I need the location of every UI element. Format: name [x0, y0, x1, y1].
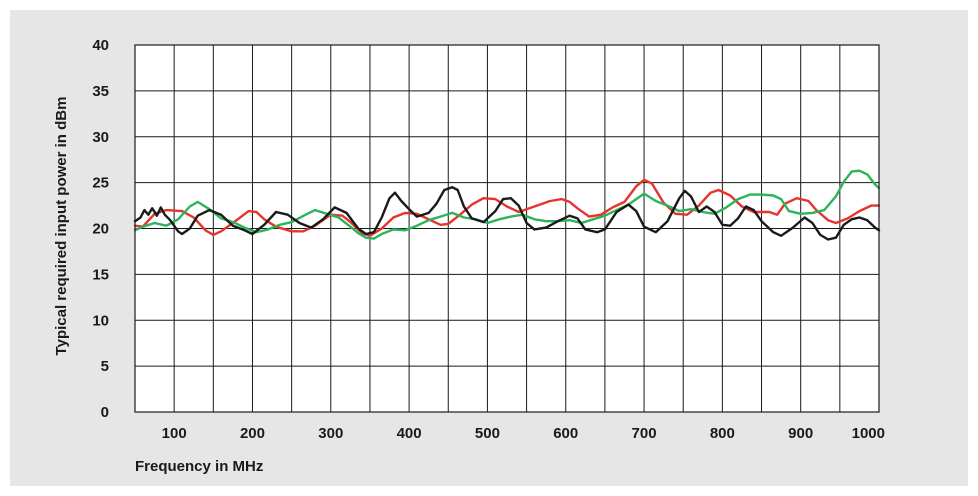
x-tick-label: 300	[318, 425, 343, 442]
y-tick-label: 0	[101, 404, 109, 421]
series-line-black	[133, 186, 881, 241]
y-tick-label: 40	[92, 37, 109, 54]
y-tick-label: 20	[92, 221, 109, 238]
y-tick-label: 5	[101, 358, 109, 375]
plot-frame	[134, 44, 880, 413]
x-tick-label: 600	[553, 425, 578, 442]
x-tick-label: 800	[710, 425, 735, 442]
y-tick-label: 10	[92, 312, 109, 329]
x-tick-label: 100	[162, 425, 187, 442]
x-tick-label: 400	[397, 425, 422, 442]
x-tick-labels: 100 200 300 400 500 600 700 800 900 1000	[162, 425, 885, 442]
x-tick-label: 1000	[852, 425, 885, 442]
y-tick-label: 15	[92, 266, 109, 283]
x-axis-title: Frequency in MHz	[135, 458, 263, 475]
x-tick-label: 900	[788, 425, 813, 442]
x-tick-label: 500	[475, 425, 500, 442]
series-line-red	[133, 178, 881, 237]
series-line-green	[133, 169, 881, 240]
y-tick-label: 30	[92, 129, 109, 146]
y-tick-label: 25	[92, 175, 109, 192]
x-tick-label: 700	[632, 425, 657, 442]
x-tick-label: 200	[240, 425, 265, 442]
y-tick-labels: 0 5 10 15 20 25 30 35 40	[92, 37, 109, 421]
y-axis-title: Typical required input power in dBm	[53, 97, 70, 356]
series-layer	[133, 169, 881, 241]
y-tick-label: 35	[92, 83, 109, 100]
